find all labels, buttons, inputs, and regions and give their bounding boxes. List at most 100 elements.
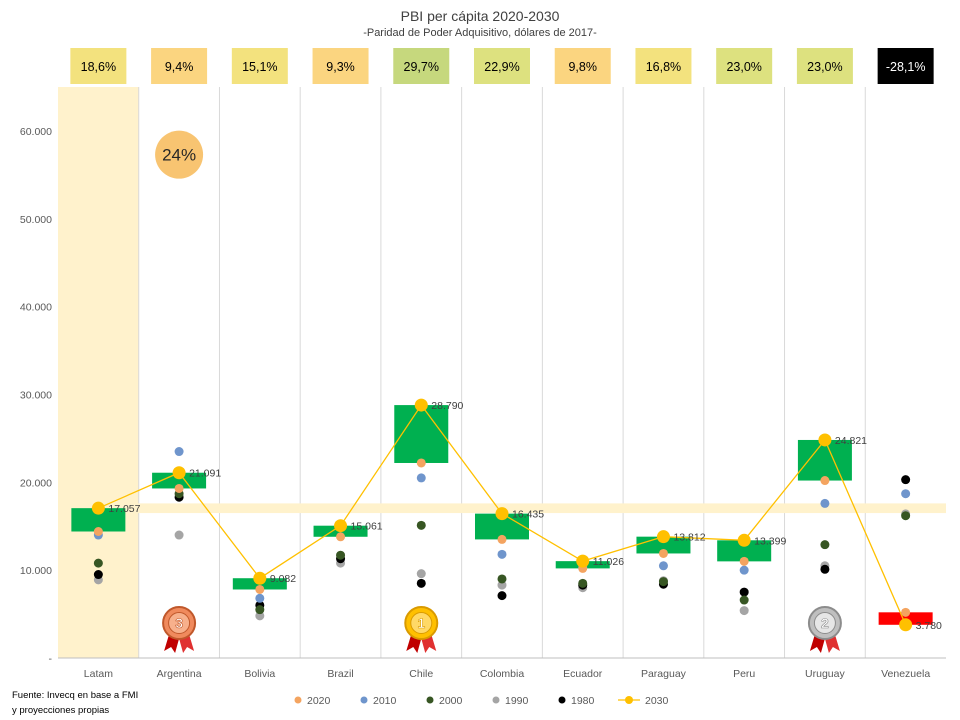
x-tick-label: Peru	[733, 668, 755, 680]
legend-label: 2010	[373, 695, 397, 707]
growth-badge	[231, 48, 288, 84]
x-tick-label: Bolivia	[244, 668, 275, 680]
legend-item-1980: 1980	[558, 695, 595, 707]
y-tick-label: -	[49, 653, 53, 665]
change-box	[152, 472, 207, 489]
data-point-1980	[497, 591, 507, 601]
medal-rank: 3	[175, 615, 183, 631]
legend-marker	[558, 696, 566, 704]
x-tick-label: Argentina	[157, 668, 202, 680]
legend-label: 1990	[505, 695, 529, 707]
source-line-1: Fuente: Invecq en base a FMI	[12, 690, 139, 701]
legend-marker	[294, 696, 302, 704]
growth-label: 23,0%	[807, 60, 842, 74]
data-point-2020	[901, 607, 911, 617]
change-box	[71, 508, 126, 532]
data-point-2020	[658, 548, 668, 558]
data-point-1990	[416, 569, 426, 579]
data-point-2030	[899, 618, 913, 632]
data-point-2010	[255, 593, 265, 603]
medal-rank: 2	[821, 615, 829, 631]
data-point-2010	[739, 565, 749, 575]
data-point-2020	[416, 458, 426, 468]
data-point-1980	[739, 587, 749, 597]
data-point-1990	[174, 530, 184, 540]
data-point-2000	[658, 577, 668, 587]
x-tick-label: Uruguay	[805, 668, 845, 680]
data-point-2030	[91, 501, 105, 515]
data-point-2000	[739, 595, 749, 605]
growth-label: 15,1%	[242, 60, 277, 74]
growth-badge	[877, 48, 934, 84]
data-point-2000	[901, 511, 911, 521]
growth-label: 29,7%	[404, 60, 439, 74]
data-point-2020	[174, 483, 184, 493]
data-point-2000	[336, 550, 346, 560]
x-tick-label: Latam	[84, 668, 113, 680]
data-point-1980	[416, 578, 426, 588]
data-point-2020	[255, 584, 265, 594]
source-note: Fuente: Invecq en base a FMI y proyeccio…	[12, 688, 138, 718]
data-point-2010	[416, 473, 426, 483]
medal-rank: 1	[417, 615, 425, 631]
data-point-2000	[820, 540, 830, 550]
legend-label: 2030	[645, 695, 669, 707]
value-label: 13.399	[754, 535, 786, 547]
chart-subtitle: -Paridad de Poder Adquisitivo, dólares d…	[363, 27, 597, 39]
x-tick-label: Colombia	[480, 668, 525, 680]
legend-marker	[625, 696, 633, 704]
growth-badge	[635, 48, 692, 84]
legend-marker	[492, 696, 500, 704]
growth-badge	[716, 48, 773, 84]
medal-inner	[813, 612, 836, 634]
data-point-2010	[658, 561, 668, 571]
data-point-2020	[820, 476, 830, 486]
growth-label: 23,0%	[726, 60, 761, 74]
growth-badge	[474, 48, 530, 84]
data-point-2030	[656, 530, 670, 544]
data-point-2030	[334, 519, 348, 533]
growth-badge	[554, 48, 611, 84]
data-point-2020	[739, 556, 749, 566]
y-tick-label: 20.000	[20, 477, 52, 489]
data-point-2000	[93, 558, 103, 568]
growth-badge	[393, 48, 450, 84]
change-box	[797, 439, 852, 481]
medal-inner	[410, 612, 433, 634]
data-point-2020	[93, 527, 103, 537]
data-point-2030	[818, 433, 832, 447]
data-point-2000	[578, 578, 588, 588]
x-tick-label: Ecuador	[563, 668, 603, 680]
medal-bronze: 3	[162, 606, 197, 653]
legend-label: 2020	[307, 695, 331, 707]
data-point-2000	[416, 520, 426, 530]
growth-label: 18,6%	[81, 60, 116, 74]
growth-badge	[796, 48, 853, 84]
legend-marker	[426, 696, 434, 704]
legend-item-2020: 2020	[294, 695, 331, 707]
change-box	[394, 405, 449, 463]
data-point-2010	[497, 549, 507, 559]
y-tick-label: 40.000	[20, 302, 52, 314]
growth-label: -28,1%	[886, 60, 926, 74]
chart-title: PBI per cápita 2020-2030	[400, 8, 560, 24]
value-label: 24.821	[835, 435, 867, 447]
data-point-2020	[336, 532, 346, 542]
value-label: 28.790	[431, 400, 463, 412]
growth-label: 9,3%	[326, 60, 355, 74]
growth-label: 9,4%	[165, 60, 194, 74]
data-point-2010	[901, 489, 911, 499]
value-label: 11.026	[593, 556, 624, 568]
y-tick-label: 50.000	[20, 214, 52, 226]
source-line-2: y proyecciones propias	[12, 705, 110, 716]
legend-marker	[360, 696, 368, 704]
legend-item-2010: 2010	[360, 695, 397, 707]
legend-label: 1980	[571, 695, 595, 707]
highlight-bubble	[155, 130, 204, 179]
growth-badge	[151, 48, 208, 84]
data-point-2030	[495, 507, 509, 521]
x-tick-label: Brazil	[327, 668, 353, 680]
y-tick-label: 10.000	[20, 565, 52, 577]
value-label: 13.812	[673, 532, 705, 544]
